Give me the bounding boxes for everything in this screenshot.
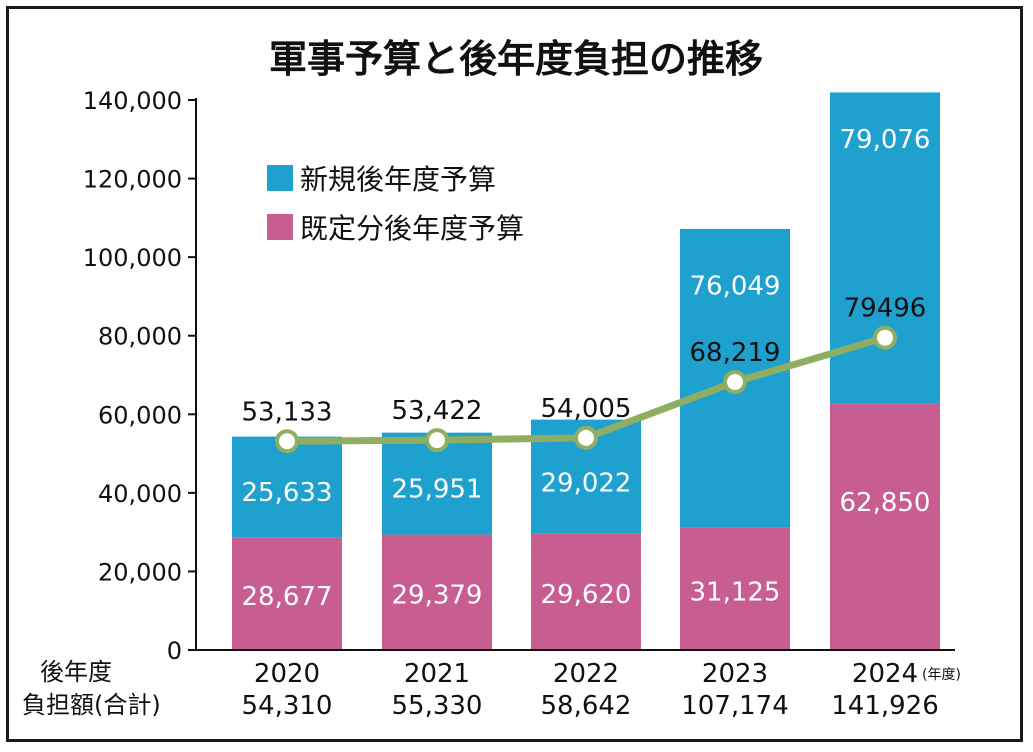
legend-swatch-new (267, 165, 293, 191)
bar-new-segment (232, 436, 342, 538)
line-point-marker (723, 369, 747, 394)
bar-existing-value-label: 31,125 (690, 577, 781, 607)
total-value-label: 55,330 (392, 691, 483, 721)
total-value-label: 141,926 (831, 691, 939, 721)
bar-existing-value-label: 62,850 (840, 488, 931, 518)
line-value-label: 54,005 (541, 394, 632, 424)
x-category-label: 2024 (852, 659, 918, 689)
line-value-label: 53,422 (392, 396, 483, 426)
bar-new-value-label: 25,633 (242, 478, 333, 508)
total-line: 53,133 53,422 54,005 68,219 79496 (242, 294, 927, 454)
line-value-label: 53,133 (242, 397, 333, 427)
y-tick-label: 40,000 (98, 480, 182, 508)
totals-row-label-line1: 後年度 (40, 658, 112, 686)
bars: 28,677 25,633 29,379 25,951 29,620 29,022 31,1… (232, 92, 940, 650)
line-point-marker (873, 325, 897, 350)
bar-existing-segment (382, 534, 492, 650)
y-tick-label: 60,000 (98, 401, 182, 429)
bar-existing-value-label: 28,677 (242, 582, 333, 612)
x-category-label: 2021 (404, 659, 470, 689)
x-category-label: 2020 (254, 659, 320, 689)
y-tick-label: 100,000 (83, 244, 182, 272)
y-tick-label: 0 (167, 637, 182, 665)
y-tick-label: 80,000 (98, 323, 182, 351)
y-axis: 0 20,000 40,000 60,000 80,000 100,000 120,000 1… (83, 87, 197, 665)
chart-frame (6, 6, 1023, 742)
bar-existing-segment (531, 533, 641, 650)
y-tick-label: 140,000 (83, 87, 182, 115)
y-tick-label: 120,000 (83, 166, 182, 194)
bar-new-value-label: 76,049 (690, 272, 781, 302)
legend-label-new: 新規後年度予算 (300, 163, 496, 196)
bar-new-value-label: 79,076 (840, 125, 931, 155)
total-value-label: 58,642 (541, 691, 632, 721)
bar-existing-segment (232, 537, 342, 650)
line-value-label: 79496 (844, 294, 927, 324)
bar-existing-value-label: 29,620 (541, 580, 632, 610)
y-tick-label: 20,000 (98, 558, 182, 586)
total-value-label: 107,174 (681, 691, 789, 721)
line-point-marker (574, 425, 598, 450)
bar-existing-value-label: 29,379 (392, 581, 483, 611)
x-unit-label: (年度) (922, 667, 961, 683)
bar-new-value-label: 29,022 (541, 468, 632, 498)
legend-label-existing: 既定分後年度予算 (300, 212, 524, 245)
line-point-marker (275, 429, 299, 454)
total-value-label: 54,310 (242, 691, 333, 721)
x-category-label: 2023 (702, 659, 768, 689)
line-value-label: 68,219 (690, 338, 781, 368)
totals-row-label-line2: 負担額(合計) (22, 691, 161, 719)
x-category-label: 2022 (553, 659, 619, 689)
chart-title: 軍事予算と後年度負担の推移 (269, 37, 763, 81)
bar-existing-segment (830, 403, 940, 650)
bar-existing-segment (680, 527, 790, 650)
legend-swatch-existing (267, 214, 293, 240)
bar-new-value-label: 25,951 (392, 475, 483, 505)
line-point-marker (425, 428, 449, 453)
